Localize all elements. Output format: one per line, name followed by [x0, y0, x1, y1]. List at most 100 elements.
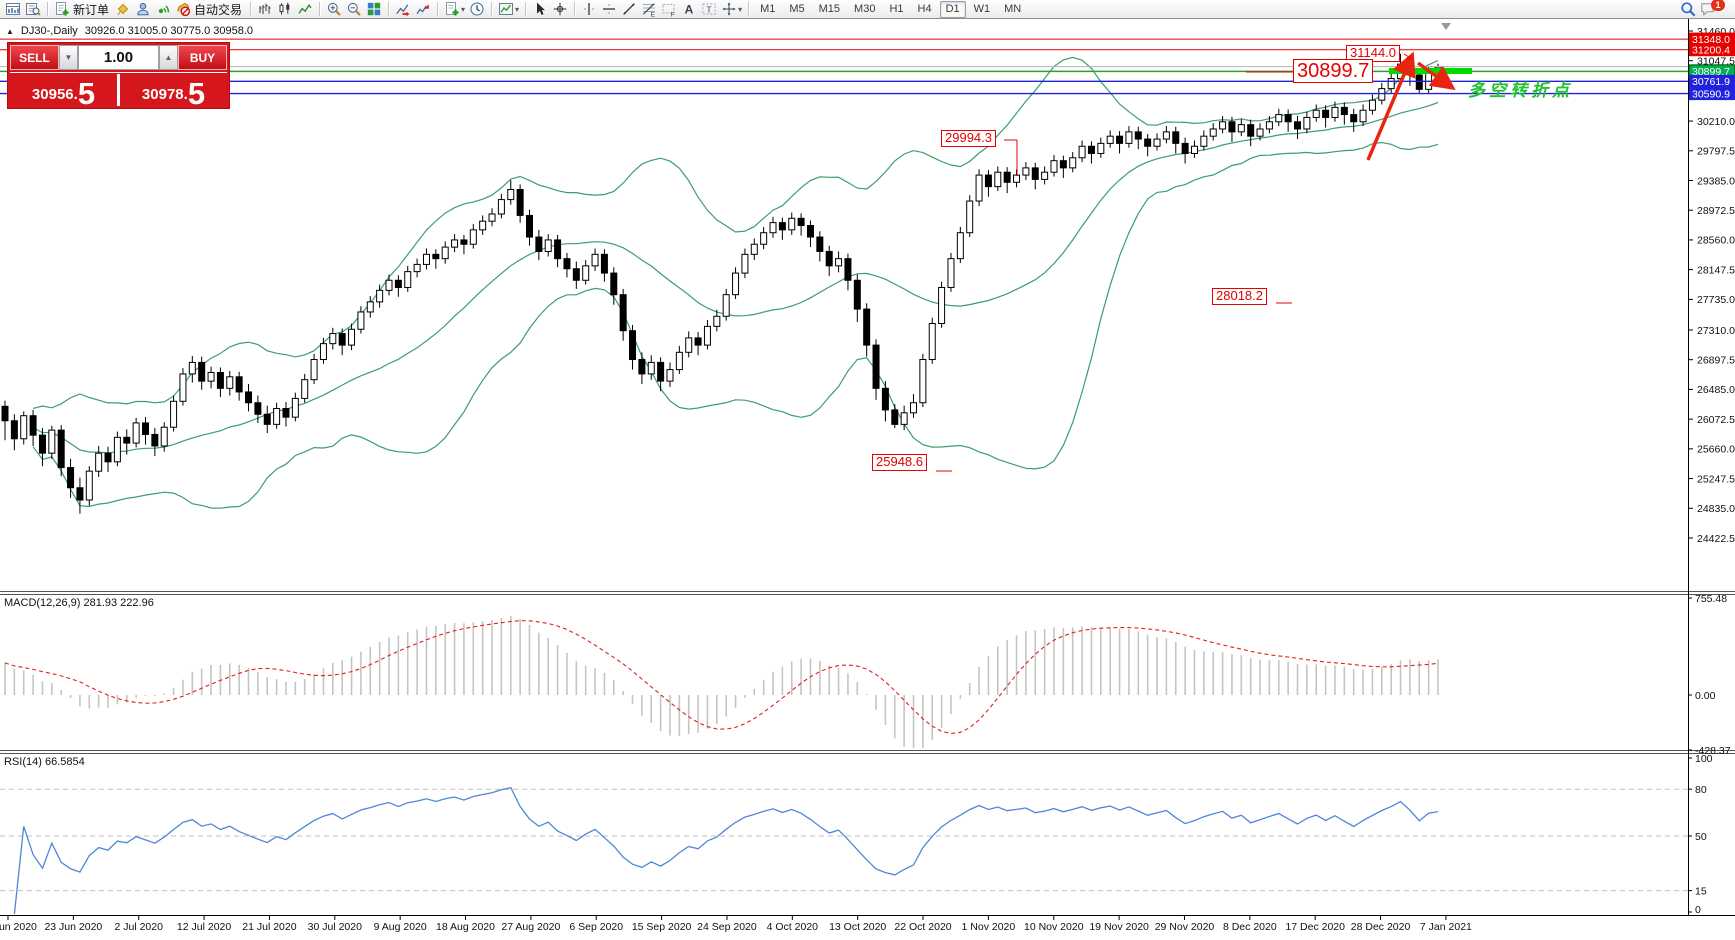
timeframe-mn-button[interactable]: MN — [1004, 2, 1022, 15]
timeframe-h1-button[interactable]: H1 — [889, 2, 904, 15]
zoom-out-button[interactable] — [344, 1, 364, 18]
timeframe-h4-button[interactable]: H4 — [917, 2, 932, 15]
main-toolbar: 新订单 自动交易 ▾ ▾ E F A T ▾ M1 M5 M15 M30 H1 H4 D1 W1 MN 1 — [0, 0, 1735, 19]
timeframe-m15-button[interactable]: M15 — [818, 2, 841, 15]
new-order-button[interactable]: 新订单 — [52, 1, 113, 18]
price-tick-label: 30210.0 — [1697, 116, 1735, 128]
auto-scroll-button[interactable] — [393, 1, 413, 18]
toolbar-divider — [525, 2, 527, 16]
rsi-line — [13, 786, 1439, 915]
chart-window[interactable]: 31460.0 31348.0 31200.4 31047.5 30899.7 30761… — [0, 19, 1735, 940]
price-divider — [117, 74, 120, 106]
text-label-button[interactable]: T — [699, 1, 719, 18]
price-tick-label: 25247.5 — [1697, 473, 1735, 485]
search-icon — [1681, 2, 1696, 17]
styles-button[interactable] — [113, 1, 133, 18]
timeframe-m1-button[interactable]: M1 — [760, 2, 776, 15]
chart-candles-button[interactable] — [275, 1, 295, 18]
toolbar-divider — [388, 2, 390, 16]
indicators-icon — [499, 3, 514, 15]
dropdown-caret-icon: ▾ — [461, 4, 466, 14]
crosshair-button[interactable] — [550, 1, 570, 18]
timeframe-w1-button[interactable]: W1 — [973, 2, 991, 15]
sell-price[interactable]: 30956. 5 — [10, 74, 117, 109]
fibonacci-button[interactable]: E — [639, 1, 659, 18]
tile-windows-icon — [367, 2, 381, 16]
auto-trading-button[interactable]: 自动交易 — [173, 1, 246, 18]
new-template-icon — [446, 2, 459, 16]
shapes-button[interactable]: ▾ — [719, 1, 744, 18]
zoom-in-button[interactable] — [324, 1, 344, 18]
cursor-icon — [537, 2, 546, 15]
price-level-badge-label: 30590.9 — [1692, 88, 1730, 100]
price-tick-label: 26485.0 — [1697, 384, 1735, 396]
annotation-note-text[interactable]: 多空转折点 — [1468, 81, 1573, 100]
rsi-level-label: 0 — [1695, 904, 1701, 916]
macd-indicator-label: MACD(12,26,9) 281.93 222.96 — [4, 597, 154, 609]
trendline-button[interactable] — [619, 1, 639, 18]
text-button[interactable]: A — [679, 1, 699, 18]
price-chart-canvas[interactable]: 31460.031348.031200.431047.530899.730761… — [0, 19, 1735, 940]
period-clock-button[interactable] — [467, 1, 487, 18]
horizontal-line-button[interactable] — [599, 1, 619, 18]
toolbar-divider — [250, 2, 252, 16]
channel-button[interactable]: F — [659, 1, 679, 18]
buy-price[interactable]: 30978. 5 — [120, 74, 227, 109]
lot-size-input[interactable] — [78, 45, 159, 70]
chart-line-button[interactable] — [295, 1, 315, 18]
toolbar-divider — [574, 2, 576, 16]
price-annotation-label[interactable]: 30899.7 — [1293, 59, 1374, 84]
annotation-connector — [1403, 53, 1413, 60]
macd-signal-line — [4, 620, 1439, 735]
vertical-line-button[interactable] — [579, 1, 599, 18]
auto-trading-label: 自动交易 — [194, 2, 243, 17]
price-level-badge — [1689, 32, 1735, 46]
expert-advisor-button[interactable] — [133, 1, 153, 18]
price-annotation-label[interactable]: 28018.2 — [1212, 288, 1267, 305]
date-tick-label: 18 Aug 2020 — [436, 921, 495, 933]
dropdown-caret-icon: ▾ — [738, 4, 743, 14]
buy-button[interactable]: BUY — [178, 45, 227, 70]
svg-text:F: F — [671, 12, 675, 17]
date-tick-label: 13 Oct 2020 — [829, 921, 886, 933]
search-button[interactable] — [1678, 1, 1698, 18]
price-tick-label: 29797.5 — [1697, 146, 1735, 158]
timeframe-m30-button[interactable]: M30 — [854, 2, 876, 15]
channel-icon: F — [662, 4, 675, 17]
signal-button[interactable] — [153, 1, 173, 18]
tile-windows-button[interactable] — [364, 1, 384, 18]
price-annotation-label[interactable]: 29994.3 — [941, 130, 996, 147]
chart-title: ▲ DJ30-,Daily 30926.0 31005.0 30775.0 30… — [6, 25, 253, 37]
chart-bars-button[interactable] — [255, 1, 275, 18]
collapse-triangle-icon[interactable]: ▲ — [6, 26, 14, 36]
new-order-label: 新订单 — [73, 2, 110, 17]
ohlc-values: 30926.0 31005.0 30775.0 30958.0 — [84, 25, 253, 37]
notifications-button[interactable]: 1 — [1698, 0, 1727, 18]
chart-window-icon — [6, 3, 20, 15]
date-tick-label: 24 Sep 2020 — [697, 921, 757, 933]
chart-shift-button[interactable] — [413, 1, 433, 18]
price-tick-label: 26897.5 — [1697, 354, 1735, 366]
lot-decrease-button[interactable]: ▼ — [59, 45, 78, 70]
sell-button[interactable]: SELL — [10, 45, 59, 70]
price-level-badge-label: 30761.9 — [1692, 76, 1730, 88]
svg-text:A: A — [685, 3, 694, 17]
date-tick-label: 4 Oct 2020 — [767, 921, 819, 933]
price-tick-label: 27310.0 — [1697, 325, 1735, 337]
bollinger-upper-band — [32, 56, 1439, 409]
cursor-button[interactable] — [530, 1, 550, 18]
price-annotation-label[interactable]: 31144.0 — [1346, 45, 1401, 62]
new-template-button[interactable]: ▾ — [442, 1, 467, 18]
toolbar-divider — [491, 2, 493, 16]
timeframe-d1-button[interactable]: D1 — [939, 0, 966, 18]
indicators-button[interactable]: ▾ — [496, 1, 521, 18]
timeframe-m5-button[interactable]: M5 — [789, 2, 805, 15]
signal-icon — [158, 5, 170, 14]
profiles-button[interactable] — [23, 1, 43, 18]
price-annotation-label[interactable]: 25948.6 — [872, 454, 927, 471]
chart-window-button[interactable] — [3, 1, 23, 18]
macd-scale-label: -428.37 — [1695, 745, 1731, 757]
lot-increase-button[interactable]: ▲ — [159, 45, 178, 70]
price-level-badge — [1689, 74, 1735, 88]
toolbar-right-group: 1 — [1678, 0, 1727, 18]
